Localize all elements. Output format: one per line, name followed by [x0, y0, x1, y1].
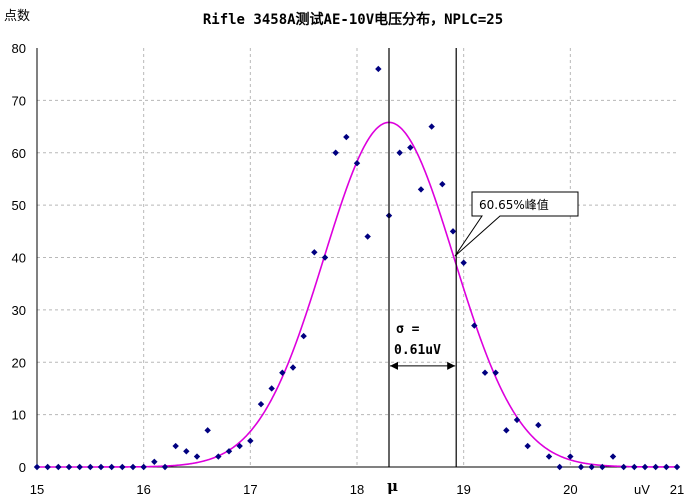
data-point — [108, 463, 115, 471]
data-point — [225, 448, 233, 455]
y-tick-label: 20 — [12, 355, 26, 370]
data-point — [556, 463, 563, 471]
sigma-arrow-head-right — [447, 361, 456, 370]
data-point — [55, 463, 62, 471]
data-point — [652, 463, 659, 471]
data-point — [33, 463, 41, 471]
mu-label: μ — [387, 477, 398, 495]
data-point — [396, 149, 403, 156]
data-point — [375, 65, 382, 73]
x-tick-label: 18 — [350, 482, 364, 497]
data-point — [65, 463, 73, 471]
data-point — [503, 427, 510, 434]
data-point — [97, 463, 105, 471]
data-point — [439, 180, 446, 188]
data-point — [279, 369, 286, 376]
data-point — [44, 463, 51, 471]
y-tick-label: 60 — [12, 146, 26, 161]
y-tick-labels: 0 10 20 30 40 50 60 70 80 — [12, 41, 26, 475]
data-point — [599, 463, 606, 471]
y-tick-label: 50 — [12, 198, 26, 213]
x-tick-label: 15 — [30, 482, 44, 497]
x-axis-label: uV — [634, 482, 650, 497]
data-point — [631, 463, 638, 471]
reference-lines — [388, 48, 457, 467]
data-point — [140, 463, 147, 471]
data-point — [321, 254, 329, 261]
data-point — [417, 186, 425, 193]
data-point — [172, 442, 179, 450]
data-point — [332, 149, 339, 156]
y-tick-label: 0 — [19, 460, 26, 475]
data-point — [492, 369, 499, 376]
sigma-annotation: σ = 0.61uV — [390, 322, 456, 370]
data-point — [215, 453, 222, 460]
data-point — [588, 463, 595, 471]
y-tick-label: 70 — [12, 93, 26, 108]
peak-percent-callout: 60.65%峰值 — [454, 191, 579, 257]
data-point — [460, 259, 467, 266]
callout-box — [454, 191, 579, 257]
data-point — [524, 442, 531, 450]
data-point — [353, 160, 361, 167]
data-point — [673, 463, 681, 471]
chart-title: Rifle 3458A测试AE-10V电压分布，NPLC=25 — [203, 11, 503, 28]
x-tick-label: 19 — [456, 482, 470, 497]
data-point — [204, 427, 211, 434]
data-point — [471, 322, 478, 329]
data-point — [663, 463, 670, 471]
data-point — [545, 453, 553, 460]
y-tick-label: 30 — [12, 303, 26, 318]
data-point — [257, 400, 265, 408]
data-point — [577, 463, 585, 471]
x-tick-label: 21 — [670, 482, 684, 497]
data-point — [289, 364, 297, 371]
data-point — [151, 458, 158, 465]
data-point — [311, 249, 318, 256]
x-tick-label: 16 — [136, 482, 150, 497]
data-point — [193, 453, 201, 460]
sigma-label-line1: σ = — [396, 322, 420, 337]
data-point — [609, 453, 617, 460]
x-tick-labels: 15 16 17 18 19 20 21 — [30, 482, 684, 497]
sigma-arrow-head-left — [390, 361, 398, 370]
y-tick-label: 80 — [12, 41, 26, 56]
data-point — [481, 369, 489, 376]
data-point — [641, 463, 649, 471]
data-point — [620, 463, 627, 471]
sigma-label-line2: 0.61uV — [394, 343, 441, 358]
data-point — [119, 463, 126, 471]
data-point — [364, 233, 371, 240]
y-tick-label: 10 — [12, 408, 26, 423]
y-tick-label: 40 — [12, 251, 26, 266]
callout-text: 60.65%峰值 — [479, 197, 549, 212]
data-point — [535, 421, 542, 429]
y-axis-label: 点数 — [4, 9, 30, 24]
data-point — [567, 453, 574, 460]
data-point — [129, 463, 137, 471]
data-points — [33, 65, 681, 471]
x-tick-label: 20 — [563, 482, 577, 497]
data-point — [343, 133, 350, 141]
x-tick-label: 17 — [243, 482, 257, 497]
sigma-span-arrow — [390, 361, 456, 370]
data-point — [513, 416, 521, 424]
data-point — [87, 463, 94, 471]
data-point — [183, 448, 190, 455]
data-point — [247, 437, 254, 445]
data-point — [449, 228, 457, 235]
data-point — [268, 385, 275, 392]
data-point — [161, 463, 169, 471]
gridlines — [37, 48, 677, 467]
data-point — [300, 332, 307, 340]
data-point — [407, 144, 414, 151]
data-point — [76, 463, 83, 471]
data-point — [428, 123, 435, 130]
data-point — [236, 442, 243, 450]
